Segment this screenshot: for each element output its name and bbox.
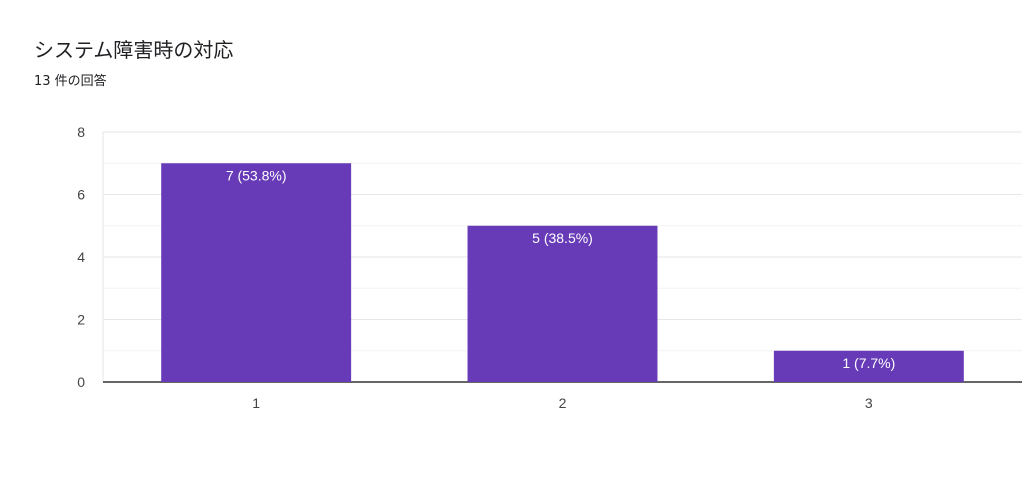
y-tick-label: 0 xyxy=(77,374,85,390)
y-tick-label: 8 xyxy=(77,124,85,140)
bars xyxy=(161,163,964,382)
x-tick-label: 2 xyxy=(559,395,567,411)
data-labels: 7 (53.8%) 5 (38.5%) 1 (7.7%) xyxy=(226,167,895,371)
bar-3[interactable] xyxy=(773,350,964,382)
response-count: 13 件の回答 xyxy=(34,74,107,89)
x-axis-labels: 1 2 3 xyxy=(252,395,873,411)
y-tick-label: 6 xyxy=(77,187,85,203)
chart-title: システム障害時の対応 xyxy=(34,38,234,62)
data-label: 7 (53.8%) xyxy=(226,167,287,183)
data-label: 1 (7.7%) xyxy=(842,355,895,371)
x-tick-label: 3 xyxy=(865,395,873,411)
data-label: 5 (38.5%) xyxy=(532,230,593,246)
bar-2[interactable] xyxy=(467,225,658,382)
y-axis-labels: 0 2 4 6 8 xyxy=(77,124,85,390)
bar-1[interactable] xyxy=(161,163,352,382)
y-tick-label: 2 xyxy=(77,312,85,328)
x-tick-label: 1 xyxy=(252,395,260,411)
y-tick-label: 4 xyxy=(77,249,85,265)
